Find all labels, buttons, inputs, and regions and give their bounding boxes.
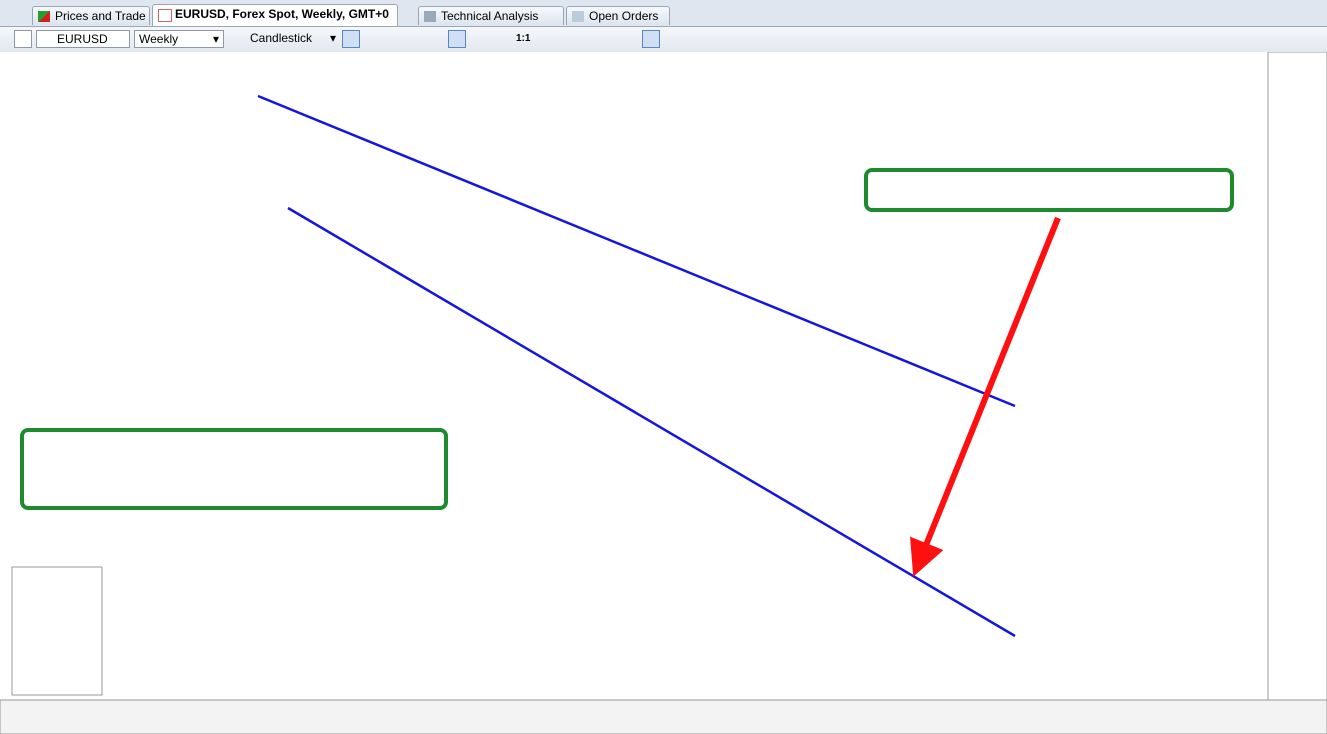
arrow: [910, 216, 1061, 577]
crosshair-tool[interactable]: [366, 30, 384, 48]
tab-bar: Prices and Trade EURUSD, Forex Spot, Wee…: [0, 0, 1327, 42]
chart-style-select[interactable]: Candlestick ▾: [250, 31, 336, 45]
zoom-text: 1:1: [516, 33, 531, 44]
export-tool[interactable]: [688, 30, 706, 48]
price-axis: [1267, 52, 1327, 701]
info-tool[interactable]: [448, 30, 466, 48]
line-tool[interactable]: [540, 30, 558, 48]
zoom-tool[interactable]: [472, 30, 490, 48]
tab-label: Prices and Trade: [55, 9, 146, 23]
indicator-tool[interactable]: [420, 30, 438, 48]
tab[interactable]: Prices and Trade: [32, 6, 150, 25]
text-tool[interactable]: [596, 30, 614, 48]
annotation-box: [20, 428, 448, 510]
symbol-field[interactable]: EURUSD: [36, 30, 130, 48]
chart-style-text: Candlestick: [250, 31, 313, 45]
period-text: Weekly: [139, 32, 179, 46]
time-axis: [0, 699, 1327, 734]
symbol-text: EURUSD: [57, 32, 108, 46]
tab-label: Open Orders: [589, 9, 659, 23]
print-tool[interactable]: [664, 30, 682, 48]
annotation-box: [864, 168, 1234, 212]
draw-tool[interactable]: [642, 30, 660, 48]
alert-tool[interactable]: [734, 30, 752, 48]
zoom-out-tool[interactable]: [496, 30, 514, 48]
tab-label: EURUSD, Forex Spot, Weekly, GMT+0: [175, 7, 389, 21]
chart: [0, 52, 1327, 734]
plot-area: [0, 52, 1268, 700]
grid-tool[interactable]: [396, 30, 414, 48]
collapse-button[interactable]: [14, 30, 32, 48]
trend-line: [287, 206, 1016, 638]
tab[interactable]: Open Orders: [566, 6, 670, 25]
tab[interactable]: Technical Analysis Tool: [418, 6, 564, 42]
toolbar: EURUSD Weekly ▾ Candlestick ▾ 1:1: [0, 27, 1327, 53]
zoom-reset[interactable]: 1:1: [516, 30, 534, 48]
info-box: [11, 566, 103, 696]
trend-line: [257, 94, 1016, 408]
tab[interactable]: EURUSD, Forex Spot, Weekly, GMT+0: [152, 4, 398, 26]
period-select[interactable]: Weekly ▾: [134, 30, 224, 48]
pointer-tool[interactable]: [342, 30, 360, 48]
